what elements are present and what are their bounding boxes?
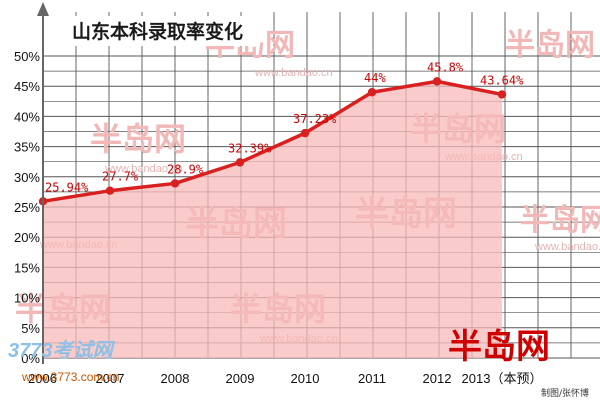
y-tick-label: 15% — [14, 260, 40, 275]
x-tick-label: 2009 — [226, 371, 255, 386]
data-label: 25.94% — [45, 180, 89, 194]
area-layer — [43, 81, 502, 359]
y-axis: 0% 5% 10% 15% 20% 25% 30% 35% 40% 45% 50% — [14, 49, 40, 366]
y-tick-label: 30% — [14, 170, 40, 185]
x-tick-label: 2006 — [28, 371, 57, 386]
x-tick-label: 2011 — [358, 371, 386, 386]
data-point — [432, 77, 442, 86]
x-tick-label: 2010 — [291, 371, 320, 386]
watermark-text: 半岛网 — [520, 203, 600, 238]
data-point — [170, 179, 180, 188]
x-tick-label: 2013（本预） — [462, 371, 543, 386]
watermark-url: www.bandao.cn — [254, 67, 333, 79]
labels-layer: 25.94% 27.7% 28.9% 32.39% 37.23% 44% 45.8% 43.6… — [45, 60, 524, 194]
y-tick-label: 25% — [14, 200, 40, 215]
corner-logo-url: www.3773.com.cn — [21, 370, 119, 384]
data-label: 32.39% — [228, 141, 272, 155]
corner-logo: 3773考试网 www.3773.com.cn — [8, 339, 119, 384]
x-tick-label: 2008 — [161, 371, 190, 386]
data-label: 45.8% — [427, 60, 464, 74]
title-background — [60, 16, 260, 46]
y-tick-label: 50% — [14, 49, 40, 64]
y-tick-label: 35% — [14, 140, 40, 155]
y-axis-arrow — [37, 2, 49, 16]
x-tick-label: 2007 — [96, 371, 125, 386]
data-point — [300, 128, 310, 138]
data-label: 44% — [364, 71, 386, 85]
y-tick-label: 5% — [21, 321, 40, 336]
data-label: 27.7% — [102, 170, 139, 184]
corner-logo-text: 3773考试网 — [8, 339, 115, 362]
site-logo: 半岛网 — [448, 327, 550, 367]
data-point — [105, 186, 115, 195]
data-label: 28.9% — [167, 162, 204, 176]
data-point — [497, 90, 507, 99]
data-label: 43.64% — [480, 73, 524, 87]
data-point — [367, 88, 377, 97]
watermark-text: 半岛网 — [505, 28, 595, 63]
series-area — [43, 81, 502, 359]
data-label: 37.23% — [293, 112, 337, 126]
credit: 制图/张怀博 — [541, 387, 589, 399]
data-point — [235, 158, 245, 167]
y-tick-label: 40% — [14, 109, 40, 124]
series-line — [42, 79, 503, 204]
line-layer — [38, 77, 507, 206]
x-axis: 2006 2007 2008 2009 2010 2011 2012 2013（本预） — [28, 371, 542, 386]
y-tick-label: 20% — [14, 230, 40, 245]
watermark-url: www.bandao.cn — [104, 163, 183, 175]
y-tick-label: 45% — [14, 79, 40, 94]
x-tick-label: 2012 — [423, 371, 452, 386]
watermark-url: www.bandao.cn — [534, 241, 600, 253]
chart-title: 山东本科录取率变化 — [72, 20, 243, 43]
y-tick-label: 0% — [21, 351, 40, 366]
y-tick-label: 10% — [14, 291, 40, 306]
watermark-text: 半岛网 — [90, 120, 186, 158]
